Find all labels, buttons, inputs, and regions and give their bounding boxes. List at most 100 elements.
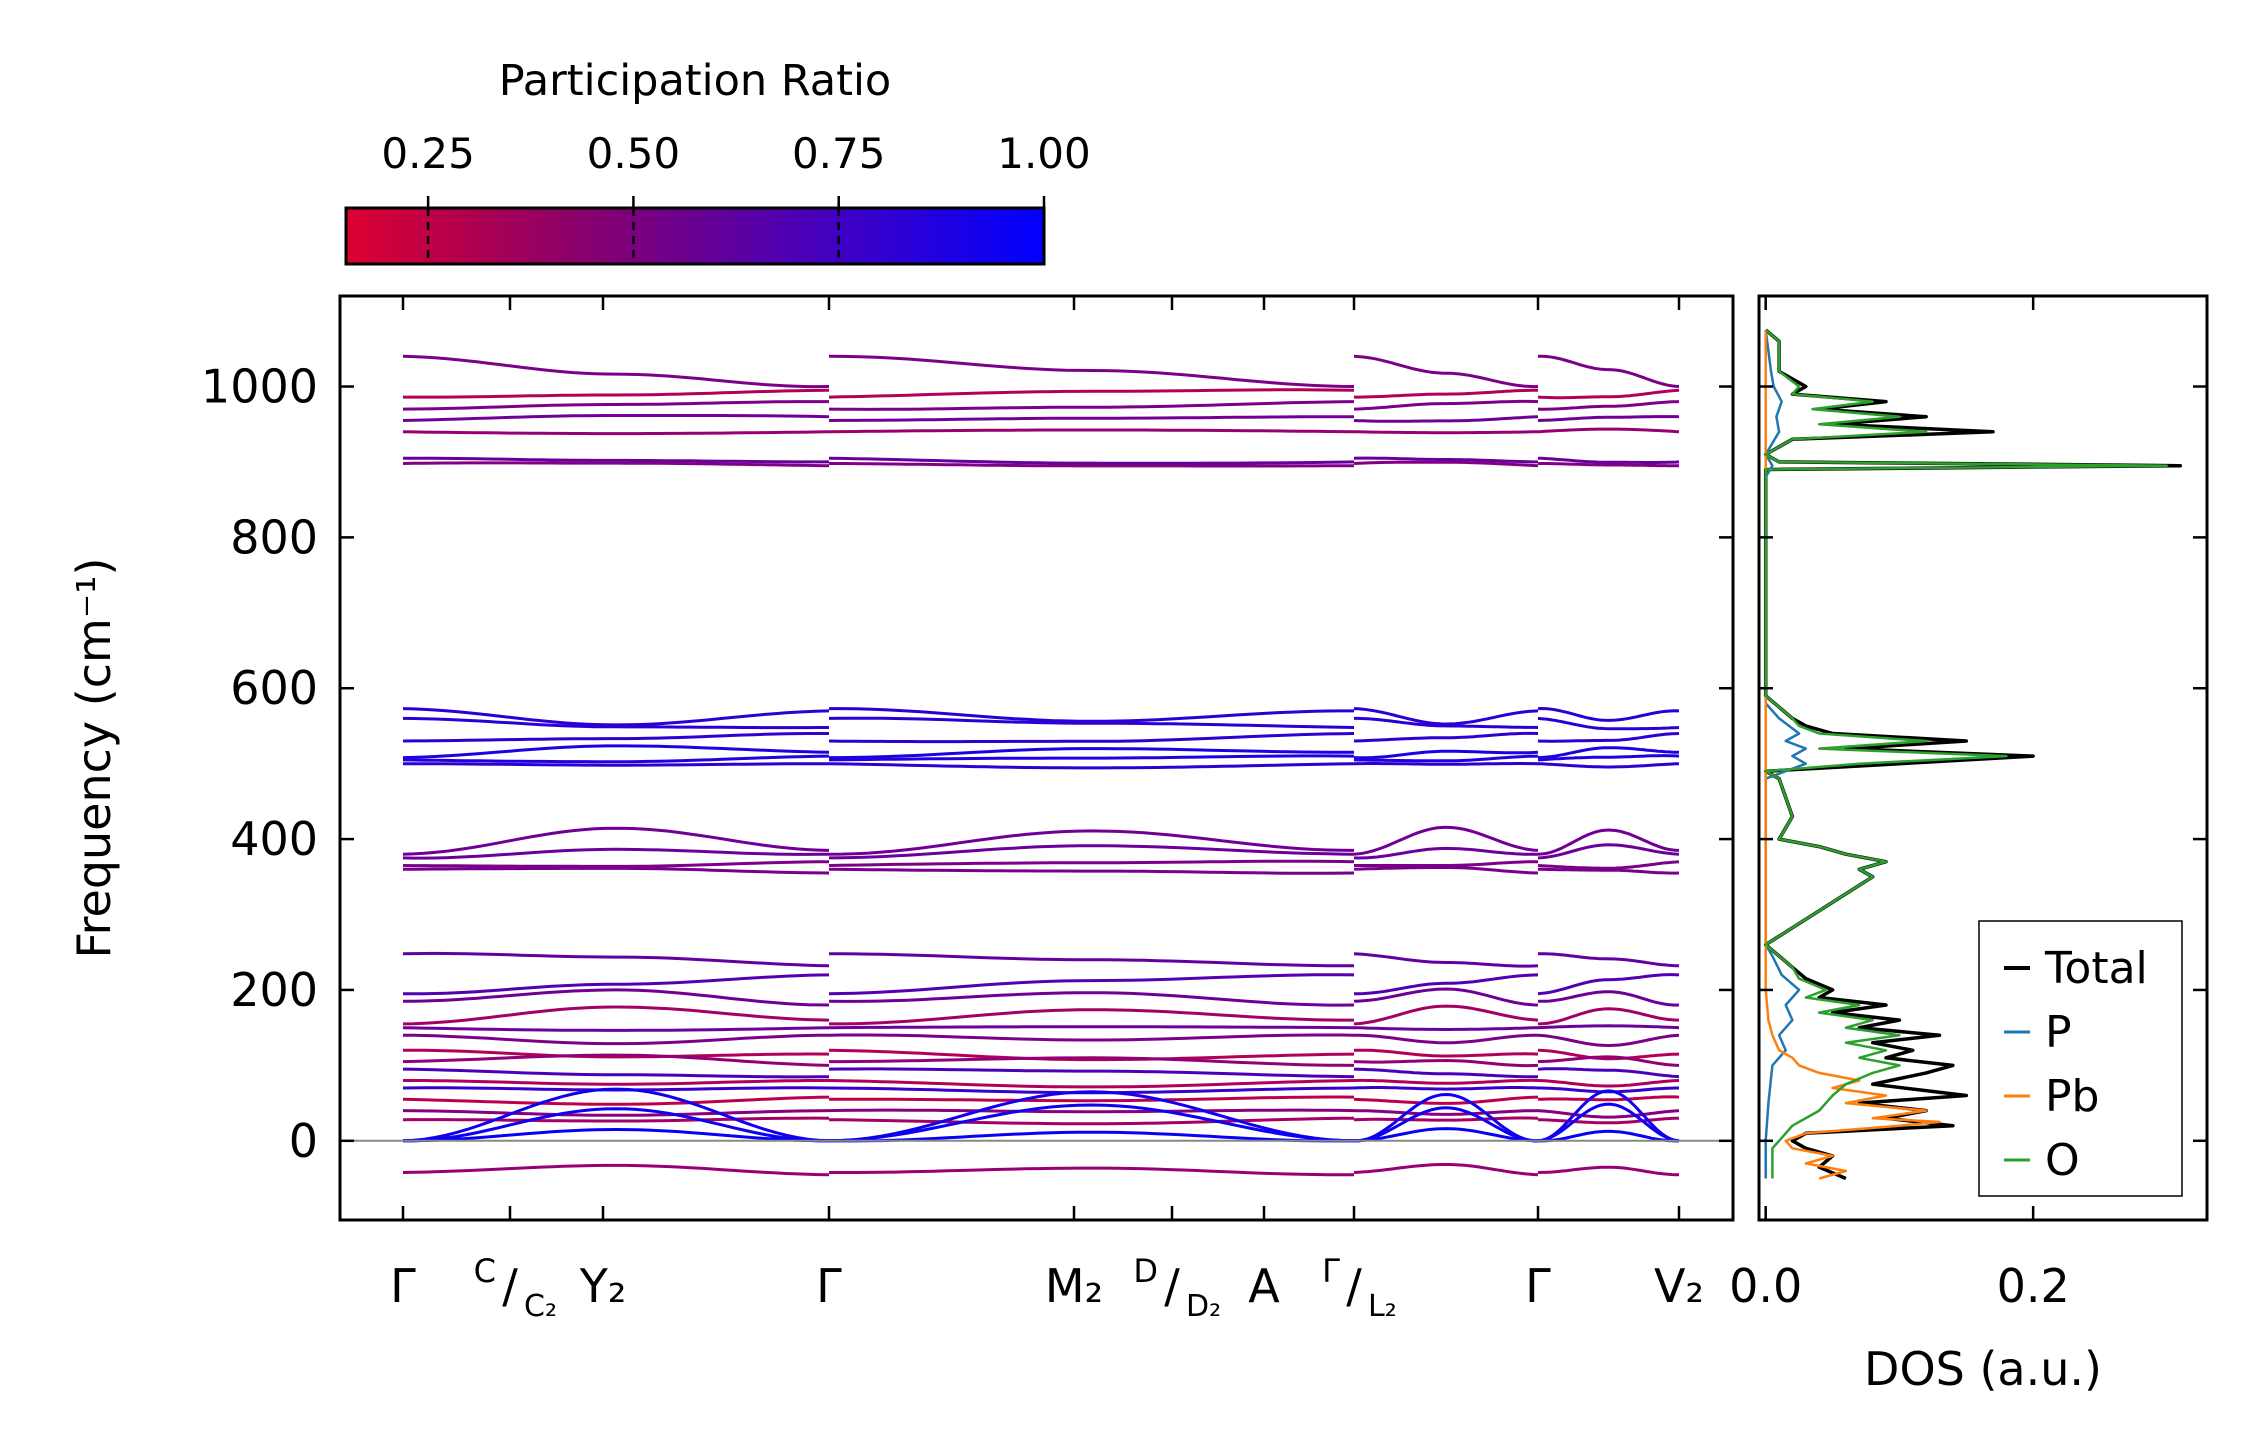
colorbar	[344, 206, 1046, 266]
band-line	[1353, 1127, 1539, 1143]
band-line	[1537, 746, 1680, 760]
band-line	[1353, 749, 1539, 760]
band-line	[1538, 867, 1680, 875]
band-line	[402, 1109, 830, 1117]
dos-line-pb	[1764, 329, 1941, 1180]
band-line	[828, 456, 1355, 465]
band-line	[402, 1163, 830, 1177]
band-line	[829, 747, 1354, 760]
band-line	[402, 400, 829, 411]
band-line	[1537, 706, 1680, 722]
dos-x-axis-label: DOS (a.u.)	[1864, 1342, 2102, 1396]
band-line	[1354, 388, 1538, 399]
colorbar-title: Participation Ratio	[499, 56, 892, 106]
band-line	[1354, 973, 1539, 996]
band-line	[1353, 707, 1539, 726]
k-label: Y₂	[579, 1259, 627, 1313]
band-line	[828, 1033, 1355, 1042]
legend-label: Pb	[2045, 1071, 2099, 1122]
k-label-slash: /	[1346, 1259, 1362, 1313]
k-label: Γ	[1525, 1259, 1551, 1313]
dos-lines	[1763, 328, 2183, 1181]
band-y-tick-label: 600	[230, 661, 318, 715]
colorbar-tick-label: 1.00	[997, 129, 1091, 178]
band-line	[829, 1095, 1355, 1103]
k-label-sup: C	[474, 1252, 496, 1290]
band-line	[1537, 1109, 1680, 1119]
band-line	[402, 973, 830, 996]
band-line	[1353, 460, 1539, 468]
band-line	[828, 1025, 1355, 1030]
band-line	[1353, 1004, 1539, 1026]
band-line	[402, 461, 830, 468]
k-label-sup: D	[1133, 1252, 1158, 1290]
band-line	[402, 951, 830, 968]
band-line	[402, 744, 830, 760]
band-line	[1354, 860, 1538, 867]
band-line	[402, 732, 829, 743]
band-line	[403, 1048, 830, 1059]
band-line	[402, 1033, 830, 1046]
colorbar-tick-label: 0.25	[381, 129, 475, 178]
dos-legend: Total P Pb O	[1978, 920, 2183, 1197]
band-line	[1537, 1165, 1679, 1177]
band-line	[1354, 1033, 1538, 1045]
band-line	[1353, 1095, 1539, 1105]
band-line	[1537, 1089, 1680, 1143]
band-line	[1537, 843, 1680, 860]
band-line	[828, 762, 1355, 770]
band-line	[1353, 865, 1539, 875]
band-line	[403, 388, 830, 399]
k-label-slash: /	[1164, 1259, 1180, 1313]
band-line	[1353, 846, 1539, 860]
band-line	[828, 991, 1355, 1007]
band-line	[829, 462, 1355, 468]
band-line	[828, 844, 1355, 860]
band-line	[1353, 354, 1539, 389]
k-label-sub: D₂	[1186, 1289, 1221, 1324]
band-line	[828, 1090, 1355, 1143]
band-line	[828, 1103, 1355, 1143]
band-line	[402, 430, 830, 436]
band-line	[1537, 860, 1680, 870]
band-line	[1537, 1102, 1680, 1143]
dos-axes-frame	[1757, 294, 2209, 1222]
band-line	[1353, 1026, 1539, 1031]
band-line	[1353, 825, 1539, 856]
band-line	[828, 829, 1355, 856]
band-line	[828, 1116, 1355, 1126]
band-line	[402, 1116, 830, 1123]
band-line	[1537, 973, 1680, 996]
band-y-tick-label: 800	[230, 510, 318, 564]
band-axes-frame	[338, 294, 1735, 1222]
band-line	[1537, 1055, 1680, 1067]
band-y-tick-label: 1000	[201, 360, 318, 414]
band-line	[828, 754, 1355, 762]
band-line	[829, 1008, 1354, 1026]
band-line	[402, 716, 829, 730]
band-line	[1353, 1116, 1539, 1122]
band-line	[1537, 415, 1680, 422]
band-line	[829, 1056, 1355, 1067]
band-line	[1537, 716, 1680, 731]
band-line	[402, 826, 830, 856]
band-y-axis: 0 200 400 600 800 1000	[201, 360, 1733, 1168]
band-line	[402, 1026, 830, 1032]
band-line	[1537, 762, 1680, 769]
band-line	[1537, 1129, 1680, 1143]
y-axis-label: Frequency (cm⁻¹)	[67, 558, 121, 959]
band-line	[829, 707, 1354, 723]
band-line	[1537, 1024, 1680, 1030]
dos-axes: 0.0 0.2	[1729, 296, 2207, 1313]
k-label-compound: C / C₂	[474, 1252, 557, 1324]
band-line	[1353, 1092, 1539, 1143]
band-line	[828, 1108, 1355, 1114]
band-line	[402, 1107, 830, 1143]
band-line	[1537, 732, 1680, 743]
band-line	[1537, 1116, 1680, 1125]
k-label: A	[1248, 1259, 1280, 1313]
k-label-compound: D / D₂	[1133, 1252, 1221, 1324]
band-line	[1538, 952, 1680, 968]
k-label-sup: Γ	[1322, 1252, 1340, 1290]
band-y-tick-label: 0	[289, 1114, 318, 1168]
